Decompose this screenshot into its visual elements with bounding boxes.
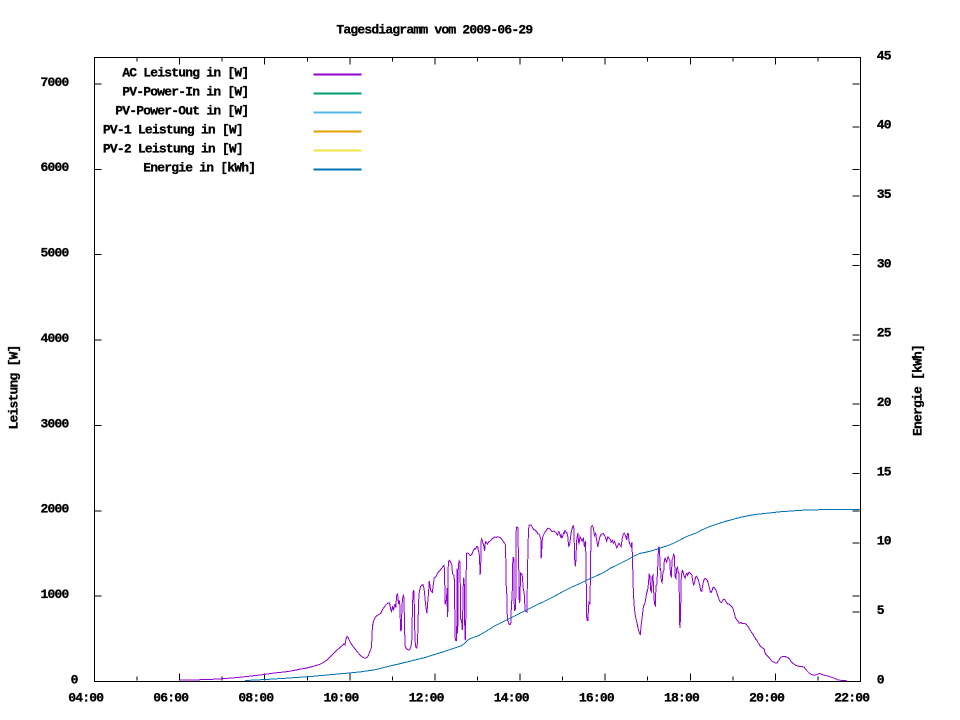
svg-text:2000: 2000 xyxy=(40,502,69,517)
svg-text:Leistung [W]: Leistung [W] xyxy=(7,345,22,429)
svg-text:4000: 4000 xyxy=(40,331,69,346)
svg-text:06:00: 06:00 xyxy=(153,691,189,706)
svg-text:PV-Power-In in [W]: PV-Power-In in [W] xyxy=(122,85,248,100)
svg-text:22:00: 22:00 xyxy=(834,691,870,706)
svg-text:Energie in [kWh]: Energie in [kWh] xyxy=(143,161,255,176)
svg-text:20: 20 xyxy=(877,395,892,410)
svg-text:7000: 7000 xyxy=(40,75,69,90)
svg-text:35: 35 xyxy=(877,187,892,202)
svg-text:16:00: 16:00 xyxy=(579,691,615,706)
svg-text:08:00: 08:00 xyxy=(238,691,274,706)
svg-text:PV-1 Leistung in [W]: PV-1 Leistung in [W] xyxy=(103,123,243,138)
svg-text:15: 15 xyxy=(877,464,892,479)
svg-text:Tagesdiagramm vom 2009-06-29: Tagesdiagramm vom 2009-06-29 xyxy=(336,22,533,37)
svg-text:5: 5 xyxy=(877,603,885,618)
svg-text:04:00: 04:00 xyxy=(68,691,104,706)
svg-text:18:00: 18:00 xyxy=(664,691,700,706)
svg-text:30: 30 xyxy=(877,256,892,271)
svg-text:1000: 1000 xyxy=(40,587,69,602)
svg-text:6000: 6000 xyxy=(40,160,69,175)
svg-text:10: 10 xyxy=(877,534,892,549)
svg-text:45: 45 xyxy=(877,48,892,63)
svg-text:12:00: 12:00 xyxy=(409,691,445,706)
svg-text:40: 40 xyxy=(877,118,892,133)
svg-text:20:00: 20:00 xyxy=(749,691,785,706)
svg-text:0: 0 xyxy=(71,672,79,687)
svg-text:AC Leistung in [W]: AC Leistung in [W] xyxy=(122,66,248,81)
svg-text:25: 25 xyxy=(877,326,892,341)
svg-text:PV-Power-Out in [W]: PV-Power-Out in [W] xyxy=(115,104,248,119)
svg-text:PV-2 Leistung in [W]: PV-2 Leistung in [W] xyxy=(103,142,243,157)
svg-text:10:00: 10:00 xyxy=(323,691,359,706)
svg-text:0: 0 xyxy=(877,672,885,687)
svg-text:3000: 3000 xyxy=(40,416,69,431)
svg-text:5000: 5000 xyxy=(40,246,69,261)
svg-text:Energie [kWh]: Energie [kWh] xyxy=(910,345,925,436)
svg-text:14:00: 14:00 xyxy=(494,691,530,706)
